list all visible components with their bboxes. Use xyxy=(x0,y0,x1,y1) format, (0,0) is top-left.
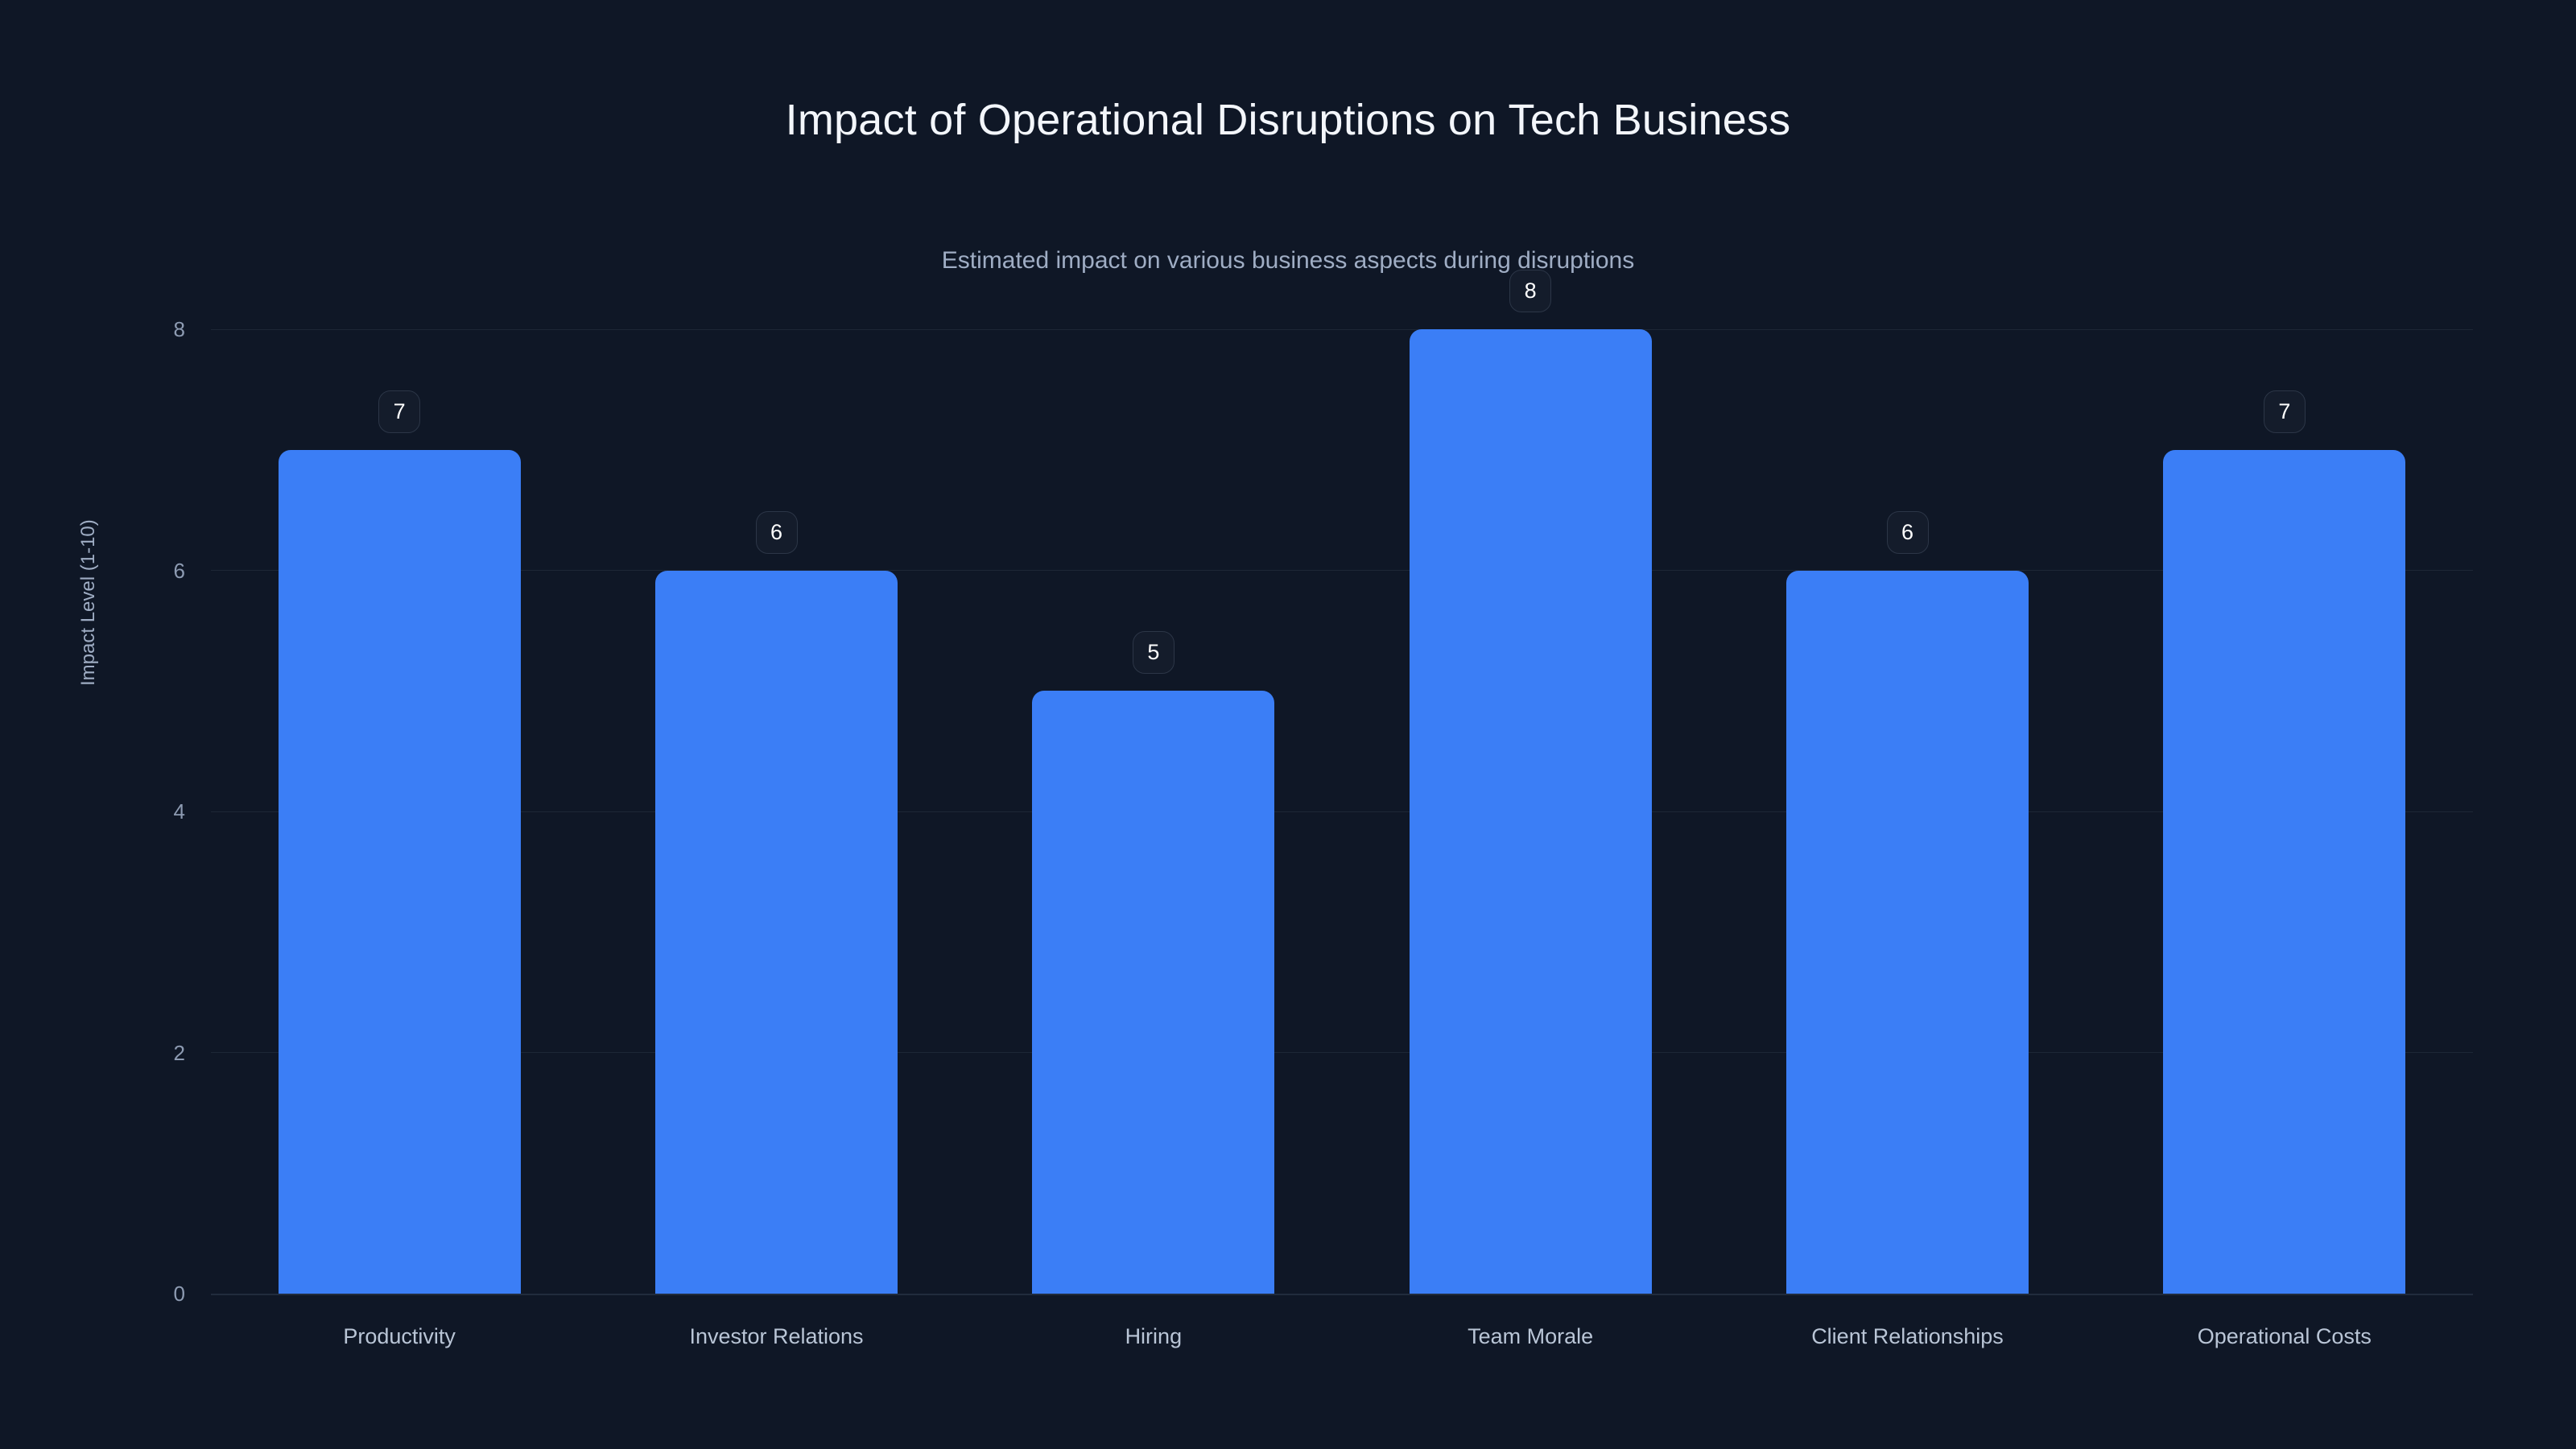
x-axis-category-label: Hiring xyxy=(1125,1324,1183,1348)
y-axis-tick-label: 4 xyxy=(173,799,185,824)
x-axis-category-label: Investor Relations xyxy=(689,1324,864,1348)
y-axis-tick-label: 6 xyxy=(173,558,185,583)
bar-value-label: 7 xyxy=(378,390,421,433)
y-axis-title: Impact Level (1-10) xyxy=(77,519,99,686)
x-axis-category-label: Client Relationships xyxy=(1811,1324,2004,1348)
bar-value-label: 6 xyxy=(1886,510,1929,554)
chart-title: Impact of Operational Disruptions on Tec… xyxy=(785,96,1791,144)
bar[interactable] xyxy=(1409,329,1652,1294)
bar[interactable] xyxy=(1786,570,2029,1294)
bar-value-label: 5 xyxy=(1132,631,1174,675)
bar[interactable] xyxy=(1032,691,1275,1294)
gridline xyxy=(211,328,2473,330)
y-axis-tick-label: 0 xyxy=(173,1282,185,1306)
chart-subtitle: Estimated impact on various business asp… xyxy=(941,247,1635,274)
gridline xyxy=(211,811,2473,812)
bar-value-label: 8 xyxy=(1509,270,1552,312)
axis-baseline xyxy=(211,1294,2473,1295)
gridline xyxy=(211,570,2473,571)
y-axis-tick-label: 2 xyxy=(173,1040,185,1065)
bar[interactable] xyxy=(2163,449,2406,1294)
x-axis-category-label: Productivity xyxy=(343,1324,456,1348)
bar-value-label: 7 xyxy=(2263,390,2306,433)
bar-value-label: 6 xyxy=(755,510,798,554)
x-axis-category-label: Team Morale xyxy=(1468,1324,1594,1348)
x-axis-category-label: Operational Costs xyxy=(2197,1324,2372,1348)
bar[interactable] xyxy=(278,449,521,1294)
gridline xyxy=(211,1052,2473,1053)
y-axis-tick-label: 8 xyxy=(173,317,185,341)
bar[interactable] xyxy=(655,570,898,1294)
